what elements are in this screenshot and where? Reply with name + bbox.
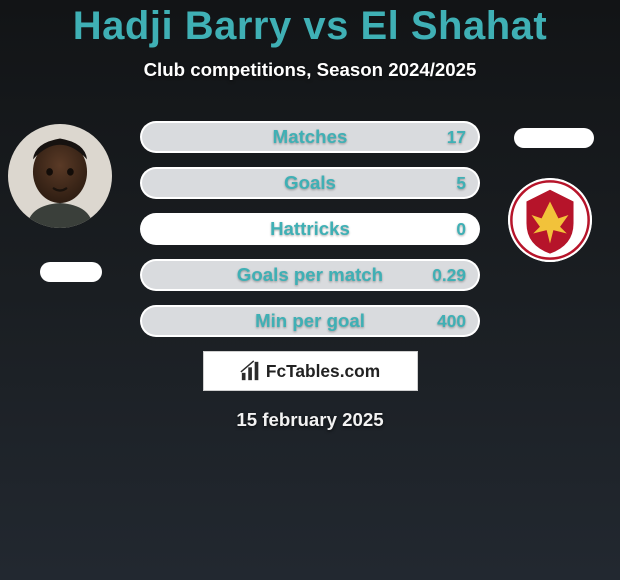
date-text: 15 february 2025 (0, 409, 620, 431)
stat-label: Goals (140, 172, 480, 194)
comparison-area: Matches17 Goals5 Hattricks0 Goals per match… (0, 121, 620, 337)
stat-row: Min per goal400 (140, 305, 480, 337)
stat-value-right: 400 (437, 311, 466, 332)
stat-value-right: 5 (456, 173, 466, 194)
stat-label: Min per goal (140, 310, 480, 332)
avatar-placeholder-icon (8, 124, 112, 228)
title-left-name: Hadji Barry (73, 4, 292, 48)
stat-label: Hattricks (140, 218, 480, 240)
stat-row: Hattricks0 (140, 213, 480, 245)
branding-text: FcTables.com (266, 361, 380, 382)
player-right-club-crest (508, 178, 592, 262)
stat-rows: Matches17 Goals5 Hattricks0 Goals per match… (140, 121, 480, 337)
stat-value-right: 0 (456, 219, 466, 240)
stat-value-right: 0.29 (432, 265, 466, 286)
title-vs: vs (292, 4, 361, 48)
stat-value-right: 17 (447, 127, 466, 148)
stat-label: Matches (140, 126, 480, 148)
page-title: Hadji Barry vs El Shahat (0, 4, 620, 49)
club-crest-icon (508, 178, 592, 262)
title-right-name: El Shahat (360, 4, 547, 48)
subtitle: Club competitions, Season 2024/2025 (0, 59, 620, 81)
player-left-flag (40, 262, 102, 282)
stat-label: Goals per match (140, 264, 480, 286)
player-right-flag (514, 128, 594, 148)
player-left-avatar (8, 124, 112, 228)
bar-chart-icon (240, 360, 262, 382)
infographic-root: Hadji Barry vs El Shahat Club competitio… (0, 0, 620, 431)
stat-row: Matches17 (140, 121, 480, 153)
stat-row: Goals5 (140, 167, 480, 199)
stat-row: Goals per match0.29 (140, 259, 480, 291)
branding-box: FcTables.com (203, 351, 418, 391)
